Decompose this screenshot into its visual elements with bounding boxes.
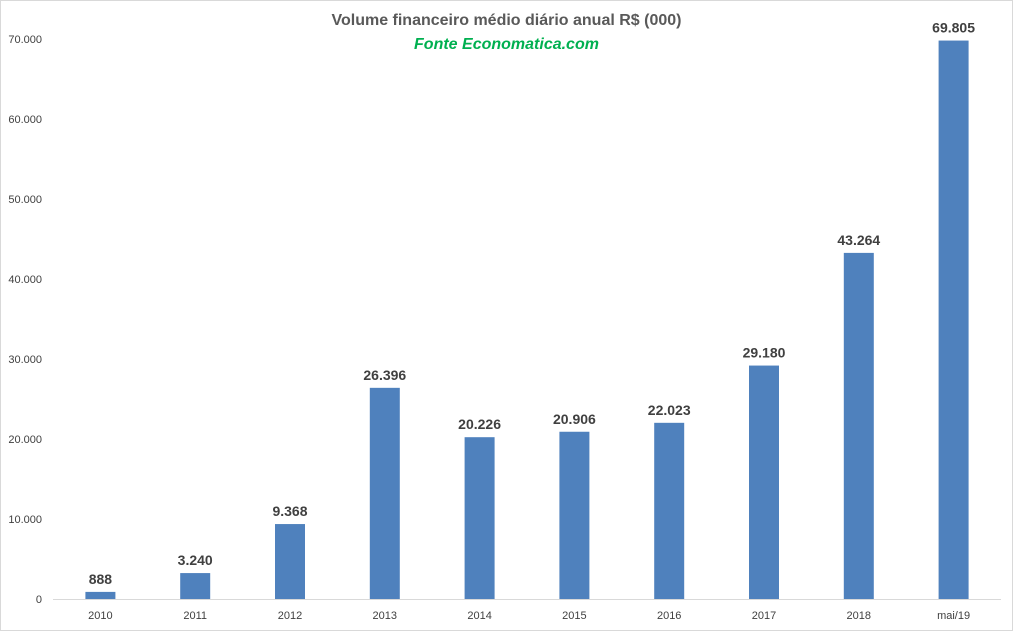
data-label: 29.180 xyxy=(743,345,786,361)
x-tick-label: 2013 xyxy=(373,610,397,622)
y-tick-label: 0 xyxy=(36,594,42,606)
y-tick-label: 60.000 xyxy=(8,114,42,126)
x-tick-label: 2016 xyxy=(657,610,681,622)
data-label: 43.264 xyxy=(837,232,880,248)
data-label: 3.240 xyxy=(178,552,213,568)
bar xyxy=(275,524,305,599)
data-label: 888 xyxy=(89,571,113,587)
data-label: 22.023 xyxy=(648,402,691,418)
y-tick-label: 10.000 xyxy=(8,514,42,526)
y-tick-label: 20.000 xyxy=(8,434,42,446)
y-tick-label: 40.000 xyxy=(8,274,42,286)
y-axis: 0 10.000 20.000 30.000 40.000 50.000 60.000 70.… xyxy=(8,34,42,606)
bar xyxy=(369,387,400,599)
x-tick-label: mai/19 xyxy=(937,610,970,622)
chart-title: Volume financeiro médio diário anual R$ … xyxy=(331,12,682,29)
chart-subtitle: Fonte Economatica.com xyxy=(414,36,599,53)
data-label: 20.226 xyxy=(458,416,501,432)
y-tick-label: 30.000 xyxy=(8,354,42,366)
bar xyxy=(180,573,211,599)
x-tick-label: 2014 xyxy=(467,610,491,622)
bar xyxy=(938,40,969,600)
x-tick-label: 2010 xyxy=(88,610,112,622)
x-tick-label: 2017 xyxy=(752,610,776,622)
y-tick-label: 50.000 xyxy=(8,194,42,206)
bar xyxy=(749,365,779,599)
data-label: 20.906 xyxy=(553,411,596,427)
x-tick-label: 2011 xyxy=(183,610,207,622)
x-tick-label: 2012 xyxy=(278,610,302,622)
bars xyxy=(85,40,969,600)
bar xyxy=(464,437,495,599)
x-axis: 2010 2011 2012 2013 2014 2015 2016 2017 2018 mai/… xyxy=(53,599,1001,622)
data-label: 26.396 xyxy=(363,367,406,383)
bar xyxy=(843,252,874,599)
data-labels: 888 3.240 9.368 26.396 20.226 20.906 22.023 29.… xyxy=(89,20,975,587)
y-tick-label: 70.000 xyxy=(8,34,42,46)
data-label: 69.805 xyxy=(932,20,975,36)
x-tick-label: 2018 xyxy=(847,610,871,622)
bar xyxy=(559,431,590,599)
data-label: 9.368 xyxy=(272,503,307,519)
bar xyxy=(85,591,116,599)
bar xyxy=(654,422,685,599)
x-tick-label: 2015 xyxy=(562,610,586,622)
